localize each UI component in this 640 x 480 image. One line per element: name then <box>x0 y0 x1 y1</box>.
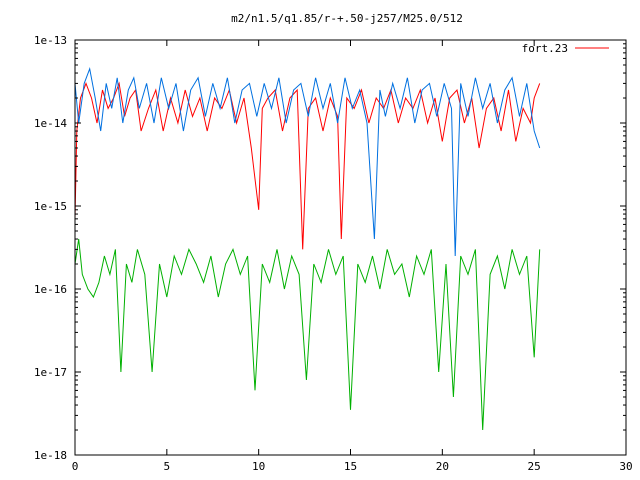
y-tick-label: 1e-18 <box>34 449 67 462</box>
x-tick-label: 10 <box>252 460 265 473</box>
x-tick-label: 25 <box>528 460 541 473</box>
x-tick-label: 20 <box>436 460 449 473</box>
y-tick-label: 1e-16 <box>34 283 67 296</box>
y-tick-label: 1e-14 <box>34 117 67 130</box>
legend: fort.23 <box>522 42 609 55</box>
series-layer <box>74 66 541 431</box>
y-tick-label: 1e-15 <box>34 200 67 213</box>
series-line-1 <box>74 66 541 257</box>
legend-label: fort.23 <box>522 42 568 55</box>
chart-title: m2/n1.5/q1.85/r-+.50-j257/M25.0/512 <box>231 12 463 25</box>
x-tick-label: 0 <box>72 460 79 473</box>
axis-layer: 0 5 10 15 20 25 30 1e-18 1e-17 1e-16 1e-15 1e-14 1e-… <box>34 34 633 473</box>
x-tick-label: 15 <box>344 460 357 473</box>
series-line-0 <box>74 81 541 250</box>
series-line-2 <box>74 238 541 431</box>
y-tick-label: 1e-17 <box>34 366 67 379</box>
x-tick-label: 30 <box>619 460 632 473</box>
x-tick-label: 5 <box>164 460 171 473</box>
y-tick-label: 1e-13 <box>34 34 67 47</box>
